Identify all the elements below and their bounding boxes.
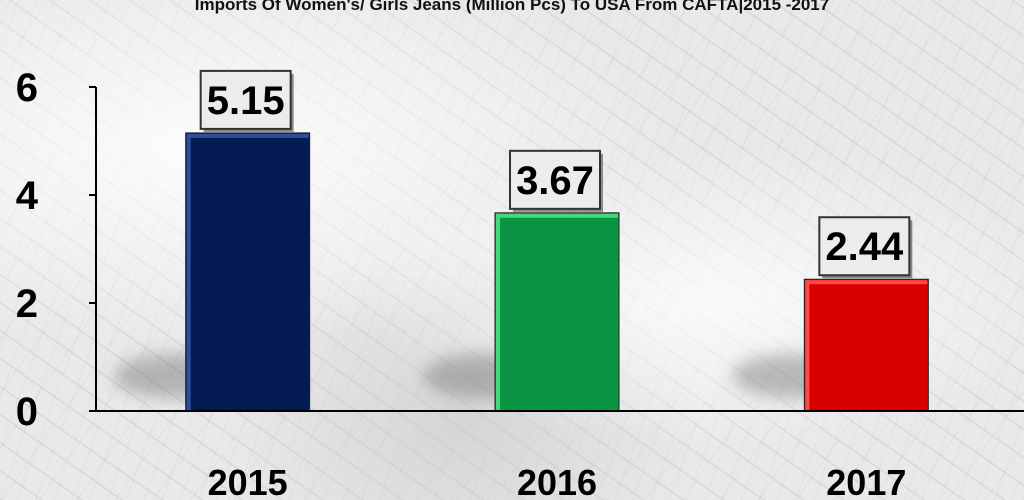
data-label-box xyxy=(818,216,911,277)
data-label: 2.44 xyxy=(825,225,904,269)
x-tick-label: 2016 xyxy=(517,462,597,500)
bar-bevel-left xyxy=(805,280,810,410)
data-label-box xyxy=(509,149,601,210)
y-tick-label: 2 xyxy=(16,282,38,326)
data-label: 5.15 xyxy=(207,79,285,123)
bar-bevel-top xyxy=(186,133,309,138)
bar-2016 xyxy=(494,212,620,412)
bar-bevel-top xyxy=(805,280,928,285)
bar-bevel-top xyxy=(496,213,618,218)
x-tick-label: 2015 xyxy=(208,462,288,500)
bar-2015 xyxy=(185,132,311,412)
y-tick-label: 0 xyxy=(16,390,38,434)
x-tick-label: 2017 xyxy=(826,462,906,500)
bar-2017 xyxy=(803,278,929,412)
data-label-box xyxy=(199,69,292,130)
data-label: 3.67 xyxy=(516,159,594,203)
y-tick-label: 6 xyxy=(16,66,38,110)
bar-bevel-left xyxy=(186,133,191,410)
chart-title: Imports Of Women's/ Girls Jeans (Million… xyxy=(195,0,829,14)
bar-bevel-left xyxy=(496,213,500,410)
y-tick-label: 4 xyxy=(16,174,39,218)
